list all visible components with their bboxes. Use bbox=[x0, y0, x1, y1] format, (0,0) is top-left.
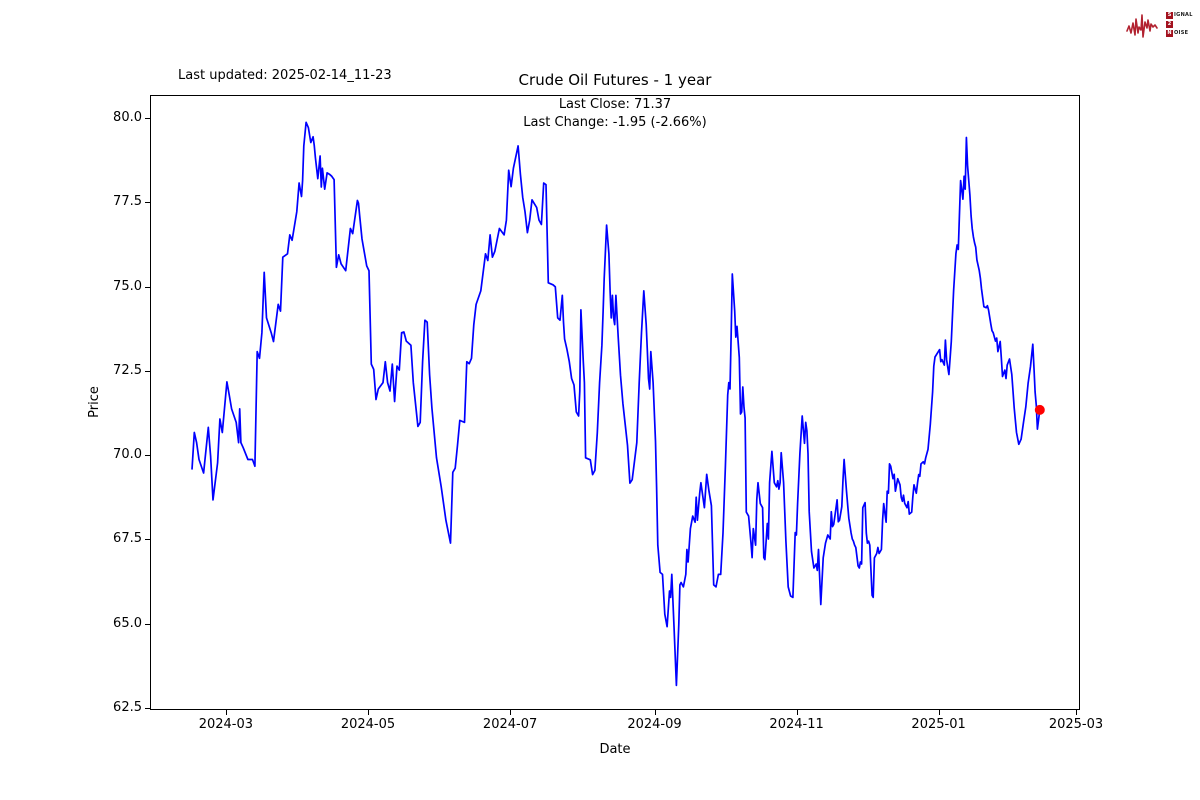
x-tick-mark bbox=[368, 710, 369, 715]
logo-row-2: 2 bbox=[1166, 20, 1193, 28]
last-change-annotation: Last Change: -1.95 (-2.66%) bbox=[523, 115, 707, 130]
x-tick-mark bbox=[225, 710, 227, 715]
x-tick-mark bbox=[654, 710, 656, 715]
x-tick-mark bbox=[796, 710, 798, 715]
y-tick-mark bbox=[145, 539, 150, 541]
price-line-chart bbox=[191, 121, 1045, 687]
x-tick-label: 2024-05 bbox=[340, 717, 396, 732]
y-axis-label: Price bbox=[87, 386, 102, 418]
x-tick-label: 2024-07 bbox=[482, 717, 538, 732]
y-tick-label: 80.0 bbox=[113, 109, 142, 125]
y-tick-label: 70.0 bbox=[113, 447, 142, 463]
x-axis-label: Date bbox=[599, 742, 631, 757]
logo-word-noise: OISE bbox=[1174, 30, 1189, 36]
x-tick-label: 2025-01 bbox=[911, 717, 966, 732]
chart-title: Crude Oil Futures - 1 year bbox=[518, 71, 712, 89]
last-close-marker bbox=[1034, 404, 1045, 415]
y-tick-label: 67.5 bbox=[113, 531, 142, 547]
y-tick-mark bbox=[145, 370, 150, 372]
logo-digit-2: 2 bbox=[1166, 20, 1173, 28]
y-tick-mark bbox=[145, 455, 150, 457]
logo-word-signal: IGNAL bbox=[1174, 12, 1193, 18]
last-close-annotation: Last Close: 71.37 bbox=[558, 97, 672, 112]
x-tick-mark bbox=[1076, 710, 1077, 715]
logo-letter-s: S bbox=[1166, 11, 1173, 19]
y-tick-label: 77.5 bbox=[113, 194, 142, 210]
last-updated-text: Last updated: 2025-02-14_11-23 bbox=[178, 68, 392, 83]
x-tick-label: 2024-03 bbox=[198, 717, 254, 732]
y-tick-mark bbox=[145, 286, 150, 288]
brand-logo: S IGNAL 2 N OISE bbox=[1126, 4, 1198, 50]
y-tick-mark bbox=[145, 202, 150, 204]
ecg-waveform-icon bbox=[1126, 14, 1158, 38]
y-tick-label: 62.5 bbox=[113, 700, 142, 715]
y-tick-label: 72.5 bbox=[113, 362, 142, 378]
logo-text: S IGNAL 2 N OISE bbox=[1166, 11, 1193, 38]
y-tick-mark bbox=[145, 708, 150, 709]
logo-row-signal: S IGNAL bbox=[1166, 11, 1193, 19]
x-tick-label: 2024-11 bbox=[769, 717, 824, 732]
plot-area bbox=[150, 95, 1080, 710]
logo-letter-n: N bbox=[1166, 29, 1173, 37]
logo-row-noise: N OISE bbox=[1166, 29, 1193, 37]
y-tick-label: 75.0 bbox=[113, 278, 142, 294]
x-tick-label: 2024-09 bbox=[627, 717, 682, 732]
y-tick-label: 65.0 bbox=[113, 615, 142, 631]
y-tick-mark bbox=[145, 623, 150, 625]
x-tick-label: 2025-03 bbox=[1048, 717, 1104, 732]
x-tick-mark bbox=[938, 710, 940, 715]
x-tick-mark bbox=[510, 710, 512, 715]
y-tick-mark bbox=[145, 117, 150, 119]
price-line bbox=[191, 121, 1041, 687]
